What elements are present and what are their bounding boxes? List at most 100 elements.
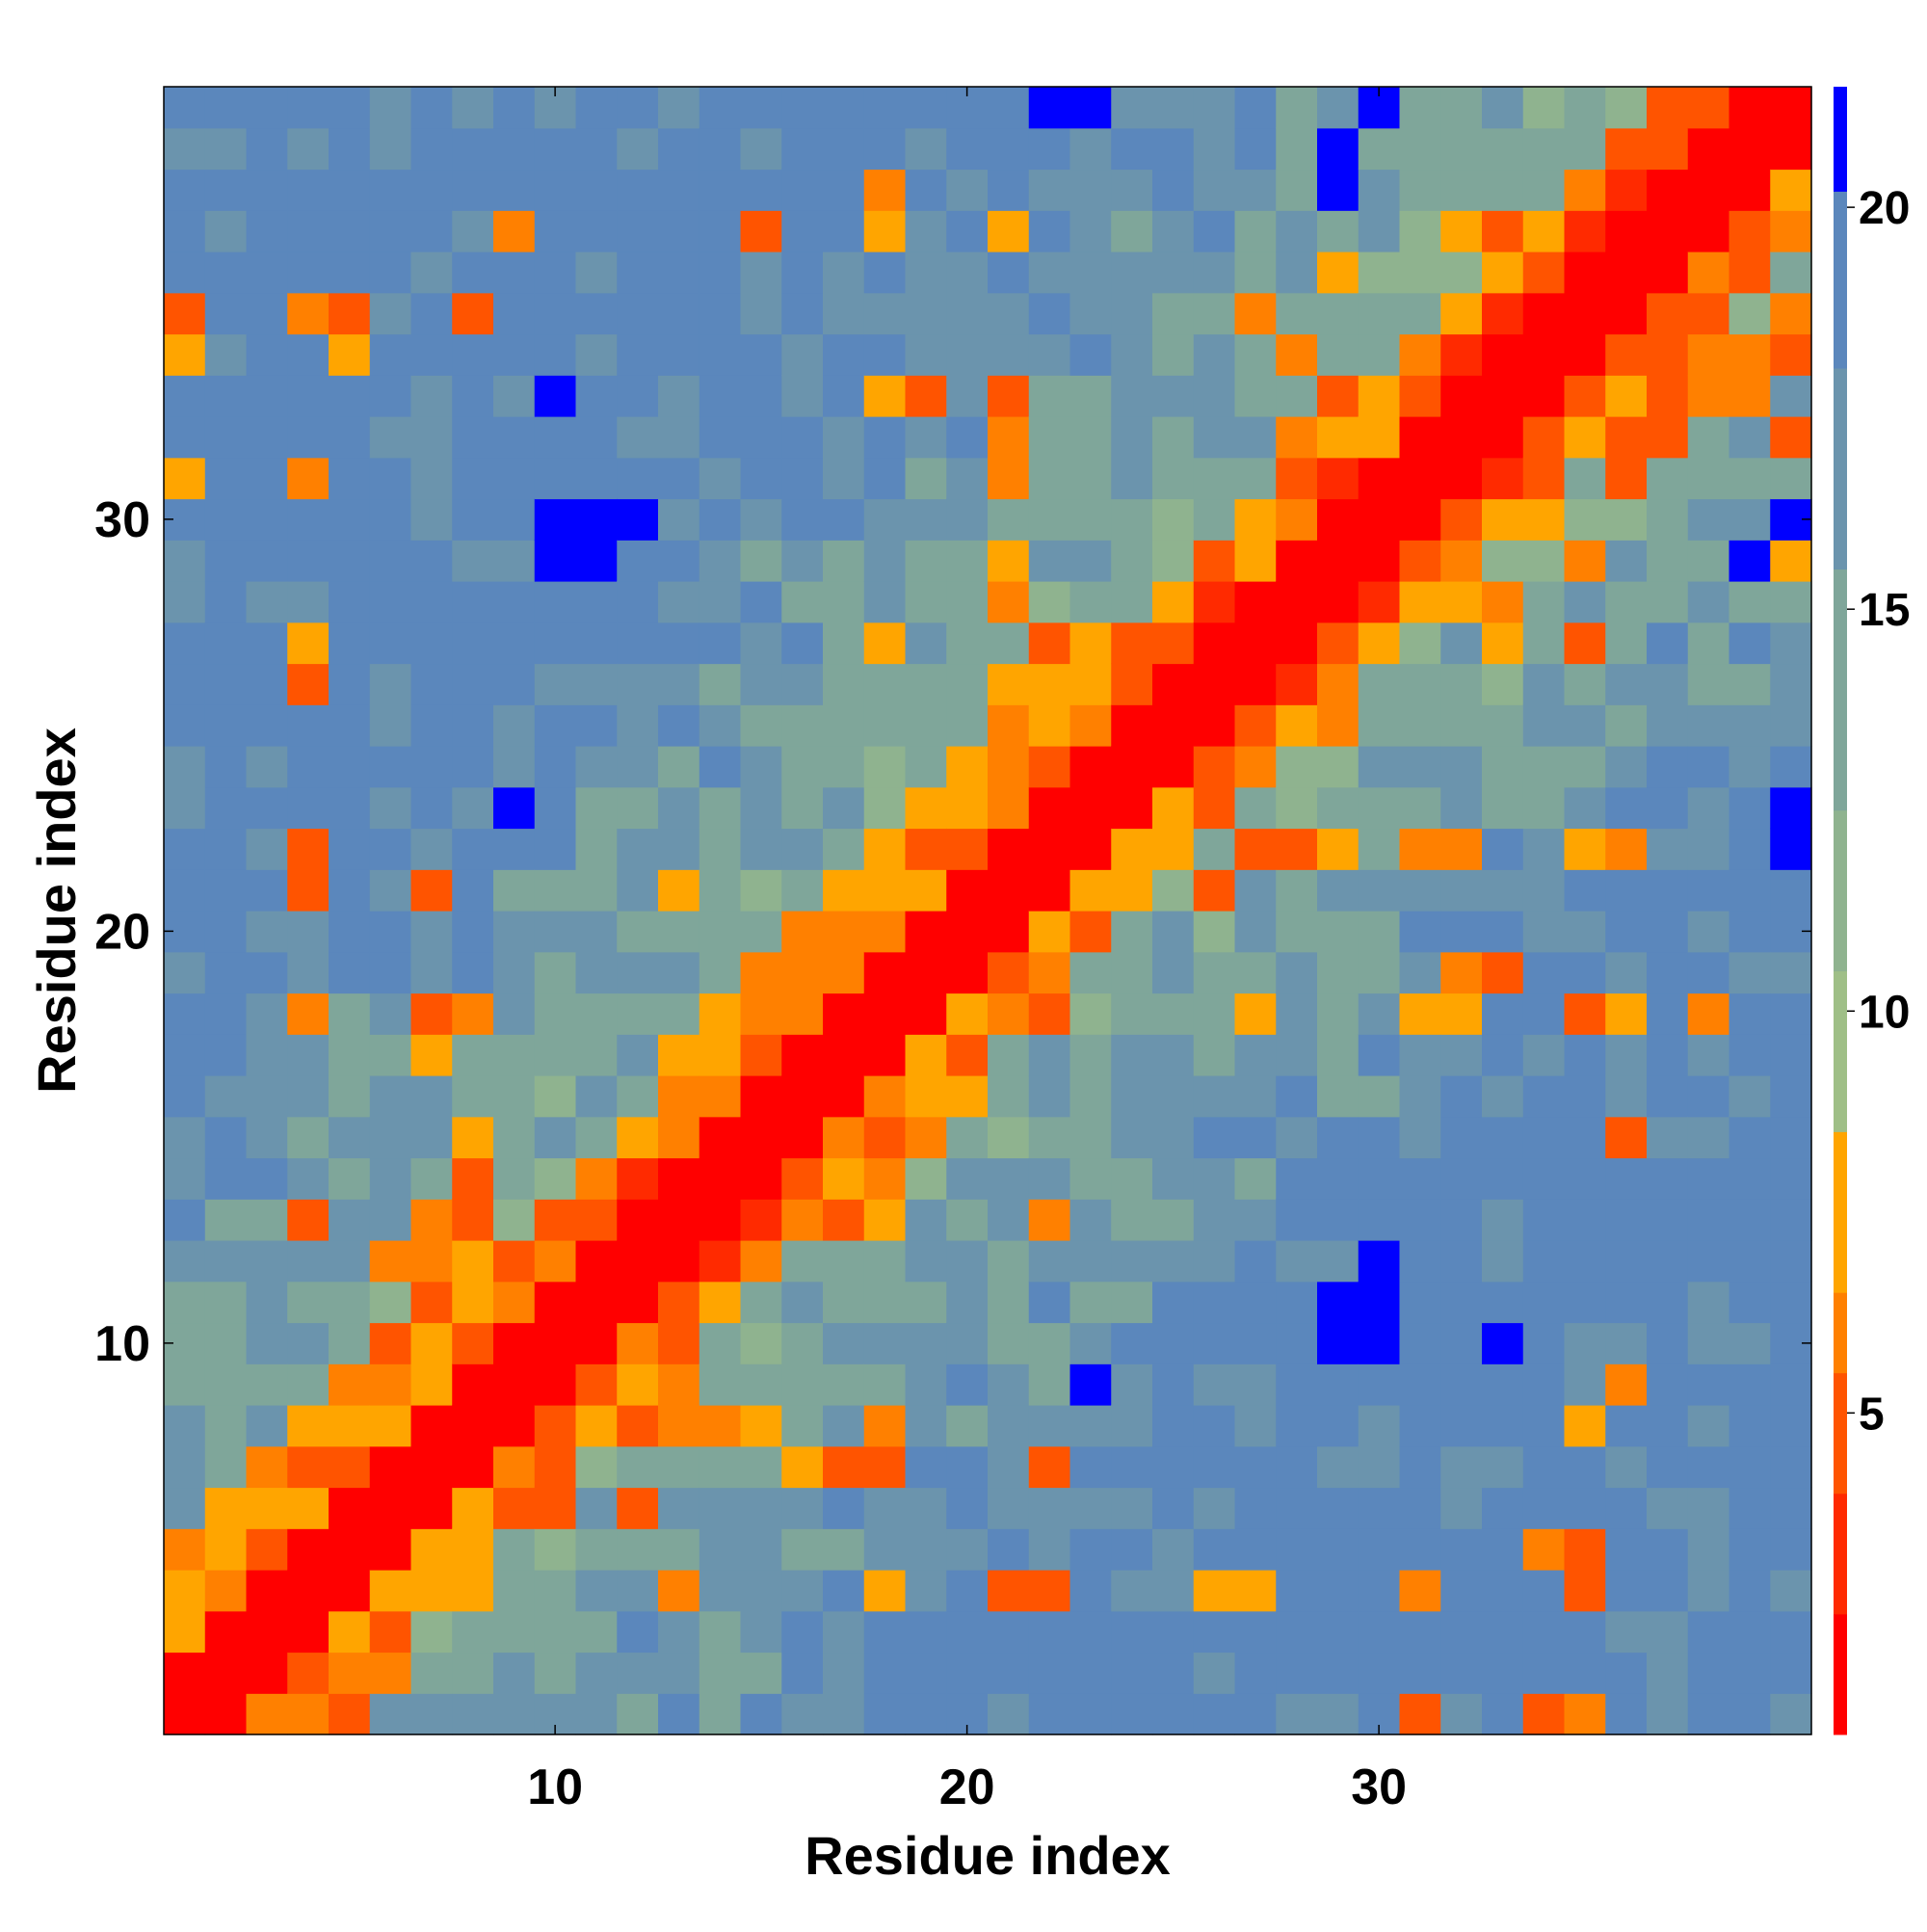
heatmap-cell — [1193, 746, 1236, 788]
heatmap-cell — [740, 911, 782, 953]
heatmap-cell — [1687, 746, 1730, 788]
heatmap-cell — [1729, 1652, 1771, 1694]
heatmap-cell — [946, 1157, 989, 1200]
heatmap-cell — [988, 210, 1030, 252]
heatmap-cell — [1028, 251, 1071, 294]
heatmap-cell — [863, 333, 907, 376]
heatmap-cell — [1399, 540, 1441, 582]
heatmap-cell — [534, 1075, 577, 1118]
heatmap-cell — [1729, 622, 1771, 665]
heatmap-cell — [1522, 1445, 1566, 1489]
heatmap-cell — [823, 1445, 865, 1489]
colorbar-segment — [1834, 1131, 1847, 1293]
heatmap-cell — [164, 1075, 206, 1118]
heatmap-cell — [575, 1570, 618, 1612]
heatmap-cell — [658, 704, 700, 747]
heatmap-cell — [534, 1034, 577, 1076]
heatmap-cell — [699, 1363, 742, 1406]
heatmap-cell — [204, 1405, 248, 1447]
heatmap-cell — [329, 1116, 371, 1159]
heatmap-cell — [1399, 292, 1441, 335]
heatmap-cell — [988, 746, 1030, 788]
heatmap-cell — [1687, 1157, 1730, 1200]
heatmap-cell — [1276, 581, 1318, 623]
heatmap-cell — [905, 1034, 947, 1076]
heatmap-cell — [493, 828, 536, 870]
heatmap-cell — [1440, 416, 1483, 459]
heatmap-cell — [410, 1199, 453, 1241]
heatmap-cell — [287, 1240, 330, 1283]
heatmap-cell — [164, 1157, 206, 1200]
heatmap-cell — [369, 1322, 412, 1364]
heatmap-cell — [863, 869, 907, 912]
heatmap-cell — [1152, 1405, 1195, 1447]
heatmap-cell — [1522, 540, 1566, 582]
heatmap-cell — [781, 581, 824, 623]
heatmap-cell — [699, 663, 742, 705]
heatmap-cell — [1399, 828, 1441, 870]
heatmap-cell — [946, 1445, 989, 1489]
heatmap-cell — [946, 333, 989, 376]
heatmap-cell — [1564, 169, 1606, 211]
heatmap-cell — [781, 828, 824, 870]
heatmap-cell — [204, 869, 248, 912]
heatmap-cell — [1399, 169, 1441, 211]
heatmap-cell — [1770, 1363, 1812, 1406]
heatmap-cell — [1770, 333, 1812, 376]
heatmap-cell — [575, 333, 618, 376]
heatmap-cell — [1152, 416, 1195, 459]
heatmap-cell — [287, 1363, 330, 1406]
heatmap-cell — [1234, 1199, 1277, 1241]
heatmap-cell — [493, 292, 536, 335]
heatmap-cell — [699, 210, 742, 252]
heatmap-cell — [699, 992, 742, 1035]
heatmap-cell — [410, 1075, 453, 1118]
heatmap-cell — [905, 1281, 947, 1324]
heatmap-cell — [410, 1157, 453, 1200]
heatmap-cell — [1193, 1116, 1236, 1159]
heatmap-cell — [1069, 1693, 1112, 1735]
heatmap-cell — [1193, 416, 1236, 459]
heatmap-cell — [1152, 911, 1195, 953]
heatmap-cell — [1605, 1281, 1648, 1324]
heatmap-cell — [1605, 1075, 1648, 1118]
heatmap-cell — [1193, 1281, 1236, 1324]
heatmap-cell — [1028, 992, 1071, 1035]
heatmap-cell — [534, 1610, 577, 1654]
heatmap-cell — [1399, 127, 1441, 171]
heatmap-cell — [287, 416, 330, 459]
heatmap-cell — [1564, 911, 1606, 953]
heatmap-cell — [1647, 1445, 1689, 1489]
heatmap-cell — [1440, 581, 1483, 623]
heatmap-cell — [1069, 498, 1112, 541]
heatmap-cell — [1111, 663, 1153, 705]
heatmap-cell — [329, 1405, 371, 1447]
heatmap-cell — [575, 251, 618, 294]
heatmap-cell — [246, 828, 288, 870]
heatmap-cell — [410, 210, 453, 252]
heatmap-cell — [1647, 1322, 1689, 1364]
heatmap-cell — [1111, 1405, 1153, 1447]
heatmap-cell — [369, 457, 412, 500]
heatmap-cell — [1482, 1570, 1524, 1612]
heatmap-cell — [658, 416, 700, 459]
heatmap-cell — [781, 786, 824, 830]
heatmap-cell — [575, 1034, 618, 1076]
heatmap-cell — [1193, 251, 1236, 294]
heatmap-cell — [905, 169, 947, 211]
heatmap-cell — [1028, 746, 1071, 788]
heatmap-cell — [1111, 1528, 1153, 1571]
heatmap-cell — [1028, 1570, 1071, 1612]
heatmap-cell — [740, 1570, 782, 1612]
heatmap-cell — [1193, 622, 1236, 665]
heatmap-cell — [534, 1570, 577, 1612]
heatmap-cell — [1028, 210, 1071, 252]
heatmap-cell — [1069, 704, 1112, 747]
heatmap-cell — [287, 1652, 330, 1694]
heatmap-cell — [905, 1693, 947, 1735]
heatmap-cell — [617, 210, 659, 252]
heatmap-cell — [246, 1445, 288, 1489]
heatmap-cell — [905, 869, 947, 912]
heatmap-cell — [1647, 1693, 1689, 1735]
heatmap-cell — [1482, 1652, 1524, 1694]
